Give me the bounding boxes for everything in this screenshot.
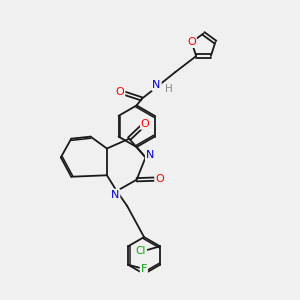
Text: Cl: Cl bbox=[136, 246, 146, 256]
Text: F: F bbox=[141, 264, 147, 274]
Text: O: O bbox=[116, 87, 124, 97]
Text: H: H bbox=[165, 84, 173, 94]
Text: O: O bbox=[187, 37, 196, 47]
Text: N: N bbox=[146, 150, 154, 160]
Text: N: N bbox=[111, 190, 119, 200]
Text: O: O bbox=[155, 173, 164, 184]
Text: O: O bbox=[141, 119, 150, 129]
Text: N: N bbox=[152, 80, 161, 90]
